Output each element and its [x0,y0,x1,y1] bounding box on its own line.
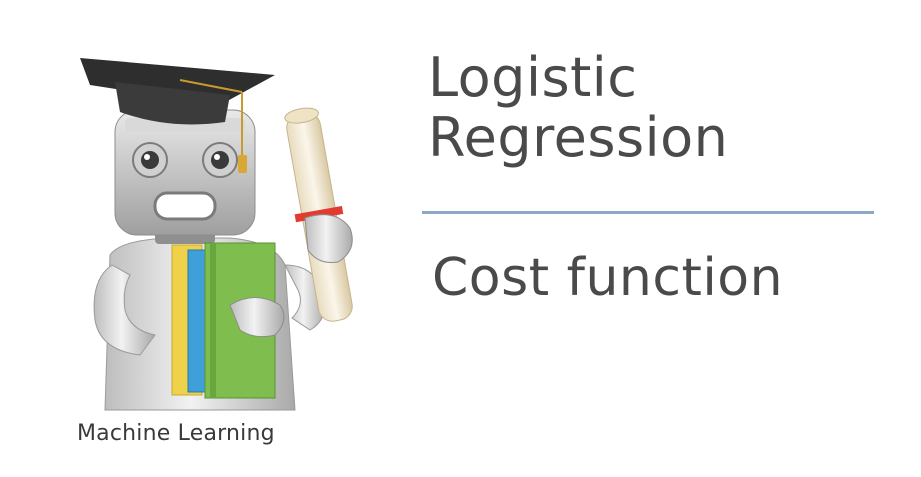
slide-title: Logistic Regression [428,48,728,168]
slide-title-line-1: Logistic [428,46,638,109]
graduate-robot-icon [80,58,353,411]
slide-title-line-2: Regression [428,106,729,169]
title-divider [422,211,874,214]
course-caption: Machine Learning [77,421,275,446]
slide-subtitle: Cost function [432,248,784,308]
